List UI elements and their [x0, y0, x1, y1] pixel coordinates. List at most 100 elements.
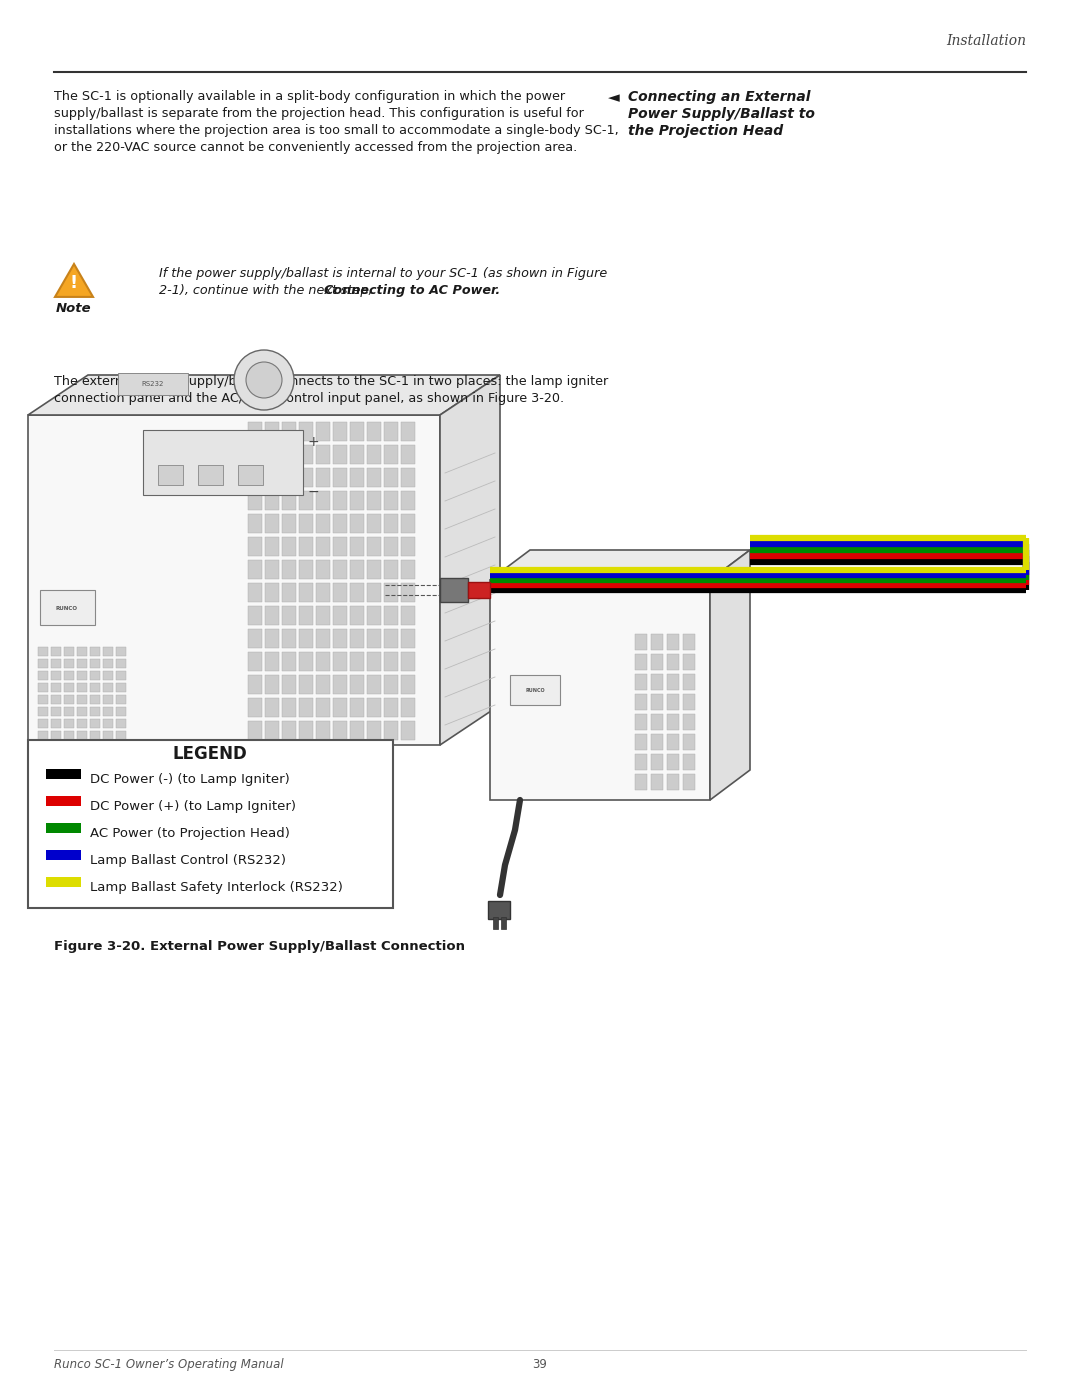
Bar — [248, 560, 262, 578]
Bar — [248, 446, 262, 464]
Bar — [651, 714, 663, 731]
Text: DC Power (+) (to Lamp Igniter): DC Power (+) (to Lamp Igniter) — [90, 800, 296, 813]
Bar — [282, 514, 296, 534]
Bar — [316, 721, 330, 740]
Text: installations where the projection area is too small to accommodate a single-bod: installations where the projection area … — [54, 124, 619, 137]
Bar — [384, 560, 399, 578]
Bar — [367, 422, 381, 441]
Bar — [384, 446, 399, 464]
Bar — [333, 490, 347, 510]
Bar — [367, 446, 381, 464]
Bar — [64, 707, 75, 717]
Bar — [265, 652, 279, 671]
Bar — [116, 683, 126, 692]
Bar — [384, 514, 399, 534]
Bar — [683, 754, 696, 770]
Bar — [401, 583, 415, 602]
Bar — [401, 514, 415, 534]
Bar — [635, 714, 647, 731]
Bar — [401, 629, 415, 648]
Circle shape — [246, 362, 282, 398]
Bar — [401, 536, 415, 556]
Bar — [116, 694, 126, 704]
Bar — [90, 683, 100, 692]
Bar — [282, 536, 296, 556]
Bar — [265, 468, 279, 488]
Bar — [316, 446, 330, 464]
Bar — [333, 721, 347, 740]
Bar — [103, 659, 113, 668]
Bar — [350, 514, 364, 534]
Bar — [90, 694, 100, 704]
Text: Figure 3-20. External Power Supply/Ballast Connection: Figure 3-20. External Power Supply/Balla… — [54, 940, 465, 953]
Bar — [265, 422, 279, 441]
Bar — [282, 675, 296, 694]
Bar — [384, 721, 399, 740]
Bar — [651, 634, 663, 650]
Text: Connecting an External: Connecting an External — [627, 89, 810, 103]
Bar — [492, 916, 498, 929]
Bar — [683, 714, 696, 731]
Bar — [265, 629, 279, 648]
Bar — [635, 673, 647, 690]
Bar — [316, 536, 330, 556]
Bar — [651, 754, 663, 770]
Bar — [316, 652, 330, 671]
Bar — [38, 694, 48, 704]
Text: Connecting to AC Power.: Connecting to AC Power. — [324, 284, 500, 298]
Bar — [46, 877, 81, 887]
Bar — [265, 446, 279, 464]
Text: Lamp Ballast Control (RS232): Lamp Ballast Control (RS232) — [90, 854, 286, 868]
Bar — [350, 652, 364, 671]
Bar — [282, 583, 296, 602]
Polygon shape — [440, 374, 500, 745]
Bar — [350, 721, 364, 740]
Bar — [103, 731, 113, 740]
Bar — [333, 583, 347, 602]
Bar — [350, 468, 364, 488]
Bar — [90, 707, 100, 717]
Bar — [64, 647, 75, 657]
Bar — [299, 606, 313, 624]
Bar — [38, 719, 48, 728]
Bar — [299, 536, 313, 556]
Bar — [316, 629, 330, 648]
Bar — [468, 583, 490, 598]
Bar — [667, 714, 679, 731]
Polygon shape — [710, 550, 750, 800]
Text: Lamp Ballast Safety Interlock (RS232): Lamp Ballast Safety Interlock (RS232) — [90, 882, 342, 894]
Bar — [299, 698, 313, 717]
Bar — [350, 583, 364, 602]
Bar — [316, 514, 330, 534]
Bar — [248, 490, 262, 510]
Bar — [51, 671, 60, 680]
Bar — [333, 652, 347, 671]
Bar — [38, 647, 48, 657]
Bar — [64, 683, 75, 692]
Text: Power Supply/Ballast to: Power Supply/Ballast to — [627, 108, 815, 122]
Bar — [248, 629, 262, 648]
Bar — [350, 490, 364, 510]
Bar — [333, 629, 347, 648]
Bar — [282, 560, 296, 578]
Bar — [350, 536, 364, 556]
Bar — [248, 536, 262, 556]
Bar — [282, 721, 296, 740]
Bar — [299, 446, 313, 464]
Text: The external power supply/ballast connects to the SC-1 in two places: the lamp i: The external power supply/ballast connec… — [54, 374, 608, 388]
Bar — [350, 629, 364, 648]
Bar — [299, 721, 313, 740]
Bar — [248, 698, 262, 717]
Bar — [51, 659, 60, 668]
Bar — [367, 514, 381, 534]
Bar — [38, 683, 48, 692]
Bar — [651, 774, 663, 789]
Bar — [40, 590, 95, 624]
Bar — [51, 683, 60, 692]
Bar — [299, 514, 313, 534]
Bar — [635, 733, 647, 750]
Text: 39: 39 — [532, 1358, 548, 1370]
Text: RS232: RS232 — [141, 381, 164, 387]
Bar — [299, 560, 313, 578]
Bar — [651, 733, 663, 750]
